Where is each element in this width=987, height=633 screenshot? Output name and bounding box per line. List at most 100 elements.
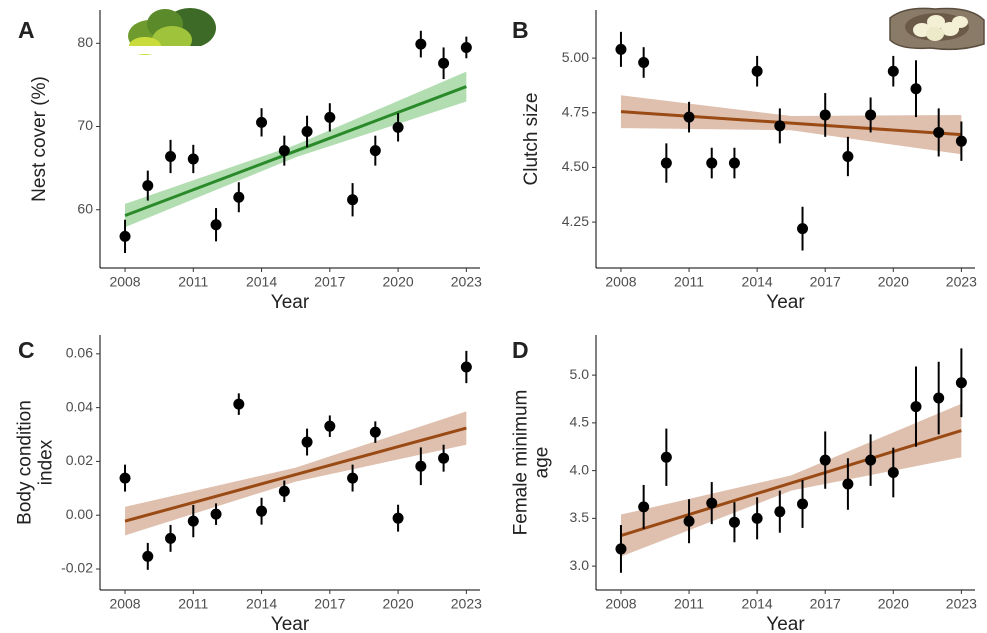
data-point <box>819 454 831 466</box>
x-tick-label: 2023 <box>451 596 482 612</box>
panel: B 4.25 4.50 4.75 5.00 2008 2011 2014 2017 2020 202… <box>512 10 977 313</box>
y-tick-label: 3.0 <box>570 557 590 573</box>
data-point <box>933 126 945 138</box>
data-point <box>142 550 154 562</box>
y-tick-label: 0.04 <box>66 398 93 414</box>
data-point <box>706 497 718 509</box>
x-tick-label: 2014 <box>742 596 773 612</box>
data-point <box>910 83 922 95</box>
y-tick-label: 4.50 <box>562 158 589 174</box>
y-tick-label: 60 <box>77 200 93 216</box>
x-tick-label: 2020 <box>383 274 414 290</box>
data-point <box>119 230 131 242</box>
y-axis-title: Clutch size <box>521 93 542 186</box>
data-point <box>865 454 877 466</box>
x-tick-label: 2020 <box>383 596 414 612</box>
data-point <box>887 65 899 77</box>
data-point <box>751 512 763 524</box>
x-tick-label: 2014 <box>246 596 277 612</box>
data-point <box>233 191 245 203</box>
data-point <box>797 498 809 510</box>
y-axis-title: Nest cover (%) <box>29 76 50 202</box>
data-point <box>165 532 177 544</box>
y-tick-label: 70 <box>77 117 93 133</box>
confidence-band <box>620 95 962 155</box>
confidence-band <box>620 403 962 557</box>
x-tick-label: 2017 <box>810 596 841 612</box>
data-point <box>955 135 967 147</box>
x-tick-label: 2008 <box>109 274 140 290</box>
fit-line <box>620 110 962 137</box>
data-point <box>392 512 404 524</box>
y-tick-label: 5.00 <box>562 49 589 65</box>
x-axis-title: Year <box>271 614 310 633</box>
y-tick-label: 0.02 <box>66 452 93 468</box>
data-point <box>256 116 268 128</box>
x-tick-label: 2014 <box>246 274 277 290</box>
y-axis-title: index <box>36 439 57 485</box>
data-point <box>233 398 245 410</box>
data-point <box>210 508 222 520</box>
data-point <box>187 153 199 165</box>
data-point <box>728 516 740 528</box>
data-point <box>615 543 627 555</box>
data-point <box>278 485 290 497</box>
data-point <box>415 38 427 50</box>
data-point <box>887 467 899 479</box>
panel-label: B <box>512 17 529 43</box>
x-tick-label: 2011 <box>674 596 704 612</box>
panel-label: D <box>512 337 529 363</box>
data-point <box>842 150 854 162</box>
fit-line <box>124 426 467 523</box>
bush-icon <box>126 8 220 55</box>
x-axis-title: Year <box>766 614 805 633</box>
nest-icon <box>889 7 985 51</box>
y-tick-label: -0.02 <box>61 560 93 576</box>
x-tick-label: 2023 <box>946 274 977 290</box>
data-point <box>683 515 695 527</box>
data-point <box>910 401 922 413</box>
y-axis-title: Body condition <box>15 400 36 525</box>
data-point <box>301 126 313 138</box>
data-point <box>615 43 627 55</box>
data-point <box>324 420 336 432</box>
data-point <box>797 223 809 235</box>
x-axis-title: Year <box>271 292 310 313</box>
data-point <box>210 219 222 231</box>
x-tick-label: 2008 <box>605 274 636 290</box>
data-point <box>324 111 336 123</box>
x-tick-label: 2014 <box>742 274 773 290</box>
data-point <box>438 452 450 464</box>
confidence-band <box>125 71 467 228</box>
x-tick-label: 2023 <box>946 596 977 612</box>
y-tick-label: 4.25 <box>562 213 589 229</box>
data-point <box>751 65 763 77</box>
x-tick-label: 2011 <box>178 596 208 612</box>
y-axis-title: Female minimum <box>511 390 532 536</box>
data-point <box>819 109 831 121</box>
y-tick-label: 3.5 <box>570 509 590 525</box>
data-point <box>933 392 945 404</box>
x-tick-label: 2020 <box>878 274 909 290</box>
fit-line <box>124 85 467 217</box>
y-tick-label: 4.75 <box>562 103 589 119</box>
data-point <box>256 505 268 517</box>
data-point <box>706 157 718 169</box>
y-tick-label: 5.0 <box>570 366 590 382</box>
x-tick-label: 2017 <box>810 274 841 290</box>
data-point <box>165 150 177 162</box>
x-tick-label: 2011 <box>674 274 704 290</box>
data-point <box>119 472 131 484</box>
data-point <box>438 57 450 69</box>
data-point <box>774 120 786 132</box>
data-point <box>728 157 740 169</box>
data-point <box>638 501 650 513</box>
x-axis-title: Year <box>766 292 805 313</box>
data-point <box>392 121 404 133</box>
x-tick-label: 2017 <box>314 596 345 612</box>
data-point <box>460 41 472 53</box>
data-point <box>369 145 381 157</box>
panel-label: A <box>18 17 35 43</box>
